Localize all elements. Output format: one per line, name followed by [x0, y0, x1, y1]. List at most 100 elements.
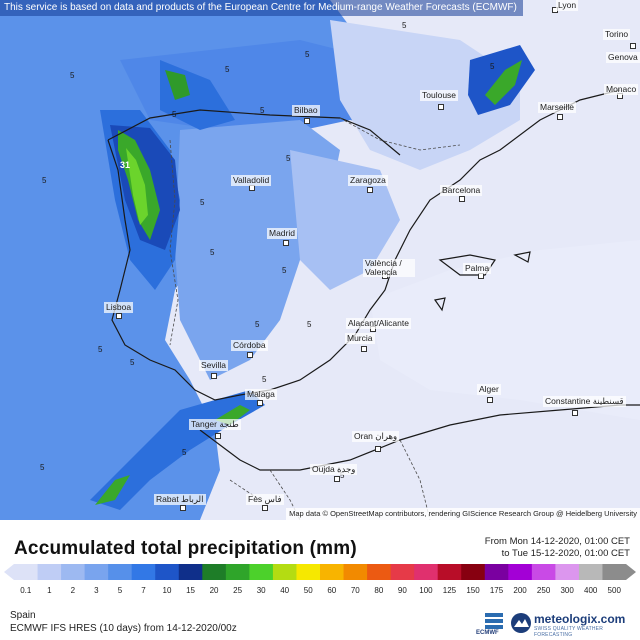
- city-label-marseille: Marseille: [538, 102, 577, 113]
- legend-label: 30: [256, 586, 266, 595]
- legend-swatch: [367, 564, 392, 580]
- color-legend: [4, 564, 636, 580]
- legend-label: 200: [513, 586, 527, 595]
- contour-label: 5: [260, 106, 265, 115]
- legend-swatch: [461, 564, 486, 580]
- city-marker: [283, 240, 289, 246]
- city-marker: [116, 313, 122, 319]
- contour-label: 5: [98, 345, 103, 354]
- contour-label: 5: [286, 154, 291, 163]
- valid-to: to Tue 15-12-2020, 01:00 CET: [501, 548, 630, 559]
- legend-swatch: [343, 564, 368, 580]
- legend-label: 80: [374, 586, 384, 595]
- brand-name[interactable]: meteologix.com: [534, 612, 626, 626]
- legend-swatch: [249, 564, 274, 580]
- map-attribution: Map data © OpenStreetMap contributors, r…: [286, 508, 640, 520]
- city-label-madrid: Madrid: [267, 228, 297, 239]
- city-label-oujda: Oujda وجدة: [310, 464, 358, 475]
- legend-swatch: [578, 564, 603, 580]
- legend-label: 1: [47, 586, 52, 595]
- legend-swatch: [225, 564, 250, 580]
- city-marker: [215, 433, 221, 439]
- city-marker: [304, 118, 310, 124]
- legend-swatch: [414, 564, 439, 580]
- precipitation-map[interactable]: 5 5 5 5 5 5 5 5 5 5 5 5 5 5 5 5 5 5 5 5: [0, 0, 640, 520]
- contour-label: 5: [262, 375, 267, 384]
- city-label-toulouse: Toulouse: [420, 90, 459, 101]
- contour-label-max: 31: [120, 160, 130, 170]
- valid-from: From Mon 14-12-2020, 01:00 CET: [484, 536, 630, 547]
- precip-area-south-green: [95, 475, 130, 505]
- legend-label: 70: [350, 586, 360, 595]
- contour-label: 5: [402, 21, 407, 30]
- contour-label: 5: [210, 248, 215, 257]
- city-label-valencia: València / Valencia: [363, 259, 415, 277]
- city-label-genova: Genova: [606, 52, 640, 63]
- contour-label: 5: [200, 198, 205, 207]
- city-marker: [375, 446, 381, 452]
- legend-label: 300: [560, 586, 574, 595]
- legend-label: 50: [303, 586, 313, 595]
- model-run-label: ECMWF IFS HRES (10 days) from 14-12-2020…: [10, 623, 237, 634]
- legend-label: 90: [397, 586, 407, 595]
- meteologix-logo-icon[interactable]: [510, 612, 532, 634]
- legend-swatch: [178, 564, 203, 580]
- city-label-murcia: Murcia: [345, 333, 375, 344]
- legend-label: 125: [442, 586, 457, 595]
- contour-label: 5: [255, 320, 260, 329]
- city-marker: [262, 505, 268, 511]
- city-label-alger: Alger: [477, 384, 501, 395]
- legend-swatch: [531, 564, 556, 580]
- precip-area-galicia-lime: [126, 148, 148, 225]
- legend-swatch: [555, 564, 580, 580]
- legend-swatch: [602, 564, 636, 580]
- contour-label: 5: [340, 471, 345, 480]
- city-marker: [438, 104, 444, 110]
- city-marker: [247, 352, 253, 358]
- legend-label: 500: [607, 586, 621, 595]
- city-label-constantine: Constantine قسنطينة: [543, 396, 626, 407]
- city-label-cordoba: Córdoba: [231, 340, 268, 351]
- city-label-palma: Palma: [463, 263, 492, 274]
- contour-label: 5: [172, 110, 177, 119]
- footer: [0, 520, 640, 640]
- city-marker: [361, 346, 367, 352]
- legend-swatch: [202, 564, 227, 580]
- city-label-malaga: Malaga: [245, 389, 277, 400]
- legend-label: 10: [162, 586, 172, 595]
- city-marker: [367, 187, 373, 193]
- legend-swatch: [61, 564, 86, 580]
- legend-label: 150: [466, 586, 480, 595]
- city-marker: [630, 43, 636, 49]
- city-label-sevilla: Sevilla: [199, 360, 229, 371]
- legend-label: 100: [419, 586, 433, 595]
- precip-area-mediterranean: [370, 240, 640, 420]
- city-label-valladolid: Valladolid: [231, 175, 272, 186]
- city-marker: [211, 373, 217, 379]
- contour-label: 5: [42, 176, 47, 185]
- legend-swatch: [108, 564, 133, 580]
- city-label-rabat: Rabat الرباط: [154, 494, 206, 505]
- brand-tagline: SWISS QUALITY WEATHER FORECASTING: [534, 626, 604, 638]
- city-label-lyon: Lyon: [556, 0, 579, 11]
- city-marker: [180, 505, 186, 511]
- legend-swatch: [155, 564, 180, 580]
- legend-swatch: [437, 564, 462, 580]
- legend-label: 0.1: [20, 586, 32, 595]
- legend-label: 60: [327, 586, 337, 595]
- city-marker: [334, 476, 340, 482]
- legend-swatch: [4, 564, 38, 580]
- legend-label: 25: [233, 586, 243, 595]
- legend-label: 40: [280, 586, 290, 595]
- legend-swatch: [296, 564, 321, 580]
- ecmwf-logo-icon[interactable]: [479, 612, 509, 638]
- city-label-fes: Fès فاس: [246, 494, 284, 505]
- city-label-zaragoza: Zaragoza: [348, 175, 388, 186]
- precip-area-north-green: [165, 70, 190, 100]
- legend-label: 2: [70, 586, 76, 595]
- legend-swatch: [84, 564, 109, 580]
- city-marker: [487, 397, 493, 403]
- contour-label: 5: [307, 320, 312, 329]
- legend-swatch: [390, 564, 415, 580]
